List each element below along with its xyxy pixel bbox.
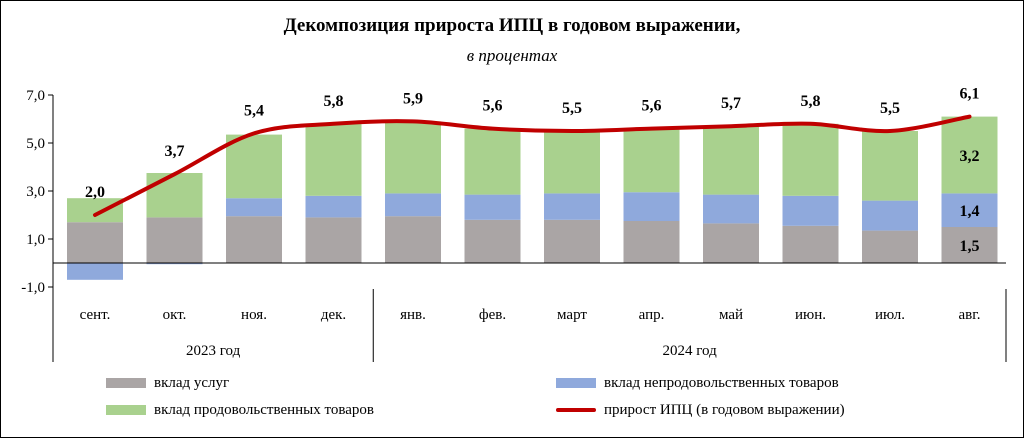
bar-segment-services [305, 217, 362, 263]
bar-segment-food [623, 128, 680, 193]
cpi-value-label: 5,8 [801, 93, 821, 110]
bar-segment-services [226, 216, 282, 263]
cpi-value-label: 5,8 [324, 93, 344, 110]
cpi-value-label: 5,9 [403, 90, 423, 107]
chart-subtitle: в процентах [466, 46, 558, 65]
bar-segment-food [703, 126, 759, 195]
cpi-value-label: 2,0 [85, 184, 105, 201]
bar-segment-nonfood [941, 193, 998, 227]
bar-segment-services [67, 222, 123, 263]
category-label: янв. [400, 307, 426, 323]
bar-segment-nonfood [623, 192, 680, 221]
cpi-value-label: 5,7 [721, 95, 741, 112]
cpi-value-label: 3,7 [165, 143, 185, 160]
bar-segment-nonfood [226, 198, 282, 217]
y-tick-label: 7,0 [26, 88, 45, 104]
segment-value-label: 1,4 [960, 203, 980, 220]
bar-segment-services [385, 216, 441, 263]
bar-segment-nonfood [67, 263, 123, 280]
category-label: апр. [639, 307, 665, 323]
bar-segment-food [464, 128, 521, 195]
bar-segment-food [146, 173, 203, 218]
category-label: авг. [959, 307, 981, 323]
bar-segment-nonfood [464, 194, 521, 220]
bar-segment-food [862, 131, 918, 201]
bar-segment-nonfood [305, 195, 362, 218]
bar-segment-services [623, 221, 680, 263]
bar-segment-nonfood [703, 194, 759, 224]
segment-value-label: 3,2 [960, 148, 980, 165]
bar-segment-services [544, 219, 600, 263]
cpi-value-label: 5,6 [483, 98, 503, 115]
category-label: июн. [795, 307, 826, 323]
bar-segment-services [703, 223, 759, 263]
y-tick-label: -1,0 [21, 280, 45, 296]
legend-cpi-line [556, 408, 596, 412]
legend-nonfood-label: вклад непродовольственных товаров [604, 374, 839, 391]
legend-food-swatch [106, 405, 146, 415]
legend-services-label: вклад услуг [154, 374, 230, 391]
category-label: март [557, 307, 587, 323]
bar-segment-services [146, 217, 203, 263]
cpi-value-label: 6,1 [960, 86, 980, 103]
bar-segment-services [941, 227, 998, 263]
legend-food: вклад продовольственных товаров [106, 399, 374, 421]
category-label: фев. [479, 307, 506, 323]
bar-segment-nonfood [782, 195, 839, 226]
y-tick-label: 1,0 [26, 232, 45, 248]
legend-cpi-label: прирост ИПЦ (в годовом выражении) [604, 401, 845, 418]
bar-segment-food [782, 123, 839, 196]
year-group-label: 2023 год [186, 343, 241, 359]
cpi-value-label: 5,6 [642, 98, 662, 115]
cpi-value-label: 5,4 [244, 102, 264, 119]
category-label: июл. [875, 307, 905, 323]
bar-segment-food [305, 123, 362, 196]
y-tick-label: 5,0 [26, 136, 45, 152]
legend-services-swatch [106, 378, 146, 388]
legend-nonfood: вклад непродовольственных товаров [556, 372, 839, 394]
bar-segment-services [782, 225, 839, 263]
category-label: дек. [321, 307, 346, 323]
segment-value-label: 1,5 [960, 238, 980, 255]
legend-cpi: прирост ИПЦ (в годовом выражении) [556, 399, 845, 421]
year-group-label: 2024 год [663, 343, 718, 359]
bar-segment-food [941, 116, 998, 194]
bar-segment-food [385, 121, 441, 194]
category-label: окт. [163, 307, 187, 323]
y-tick-label: 3,0 [26, 184, 45, 200]
bar-segment-nonfood [862, 200, 918, 231]
bar-segment-food [67, 198, 123, 223]
legend-nonfood-swatch [556, 378, 596, 388]
bar-segment-services [464, 219, 521, 263]
category-label: май [719, 307, 743, 323]
bar-segment-nonfood [146, 263, 203, 265]
bar-segment-food [544, 131, 600, 194]
legend-food-label: вклад продовольственных товаров [154, 401, 374, 418]
bar-segment-food [226, 134, 282, 199]
legend-services: вклад услуг [106, 372, 229, 394]
bar-segment-nonfood [544, 193, 600, 220]
category-label: ноя. [241, 307, 267, 323]
cpi-value-label: 5,5 [562, 100, 582, 117]
cpi-value-label: 5,5 [880, 100, 900, 117]
bar-segment-services [862, 230, 918, 263]
bar-segment-nonfood [385, 193, 441, 217]
chart-title: Декомпозиция прироста ИПЦ в годовом выра… [283, 15, 741, 36]
category-label: сент. [80, 307, 111, 323]
cpi-line [93, 114, 972, 217]
